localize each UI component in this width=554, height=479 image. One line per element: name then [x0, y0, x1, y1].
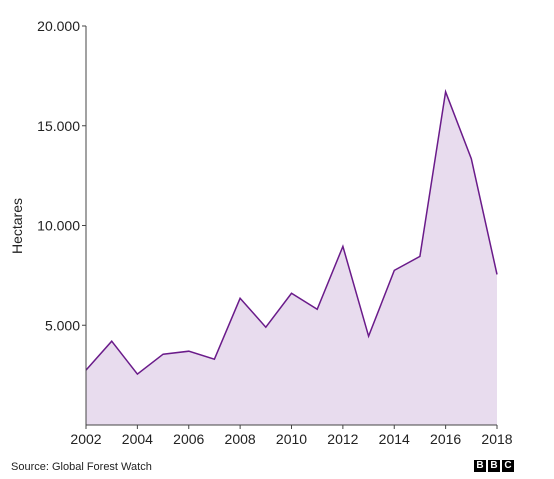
y-tick-label: 15.000: [37, 118, 80, 134]
x-tick-label: 2002: [70, 431, 101, 447]
y-tick-label: 20.000: [37, 18, 80, 34]
bbc-logo: B B C: [474, 460, 514, 472]
y-tick-label: 5.000: [45, 317, 80, 333]
bbc-logo-letter: B: [488, 460, 500, 472]
y-tick-label: 10.000: [37, 218, 80, 234]
bbc-logo-letter: B: [474, 460, 486, 472]
x-tick-label: 2006: [173, 431, 204, 447]
series-line: [85, 88, 498, 376]
x-tick-label: 2004: [122, 431, 153, 447]
x-tick-label: 2016: [430, 431, 461, 447]
source-note: Source: Global Forest Watch: [11, 461, 152, 473]
x-tick-label: 2010: [276, 431, 307, 447]
x-tick-label: 2018: [481, 431, 512, 447]
x-tick-label: 2012: [327, 431, 358, 447]
area-layer: [85, 88, 498, 426]
x-tick-label: 2008: [225, 431, 256, 447]
y-axis-title: Hectares: [9, 198, 25, 254]
axis-layer: [82, 25, 498, 429]
x-tick-label: 2014: [379, 431, 410, 447]
area-fill: [86, 91, 497, 426]
bbc-logo-letter: C: [502, 460, 514, 472]
label-layer: 5.000 10.000 15.000 20.000 2002 2004 2006 2008 2…: [37, 18, 513, 447]
